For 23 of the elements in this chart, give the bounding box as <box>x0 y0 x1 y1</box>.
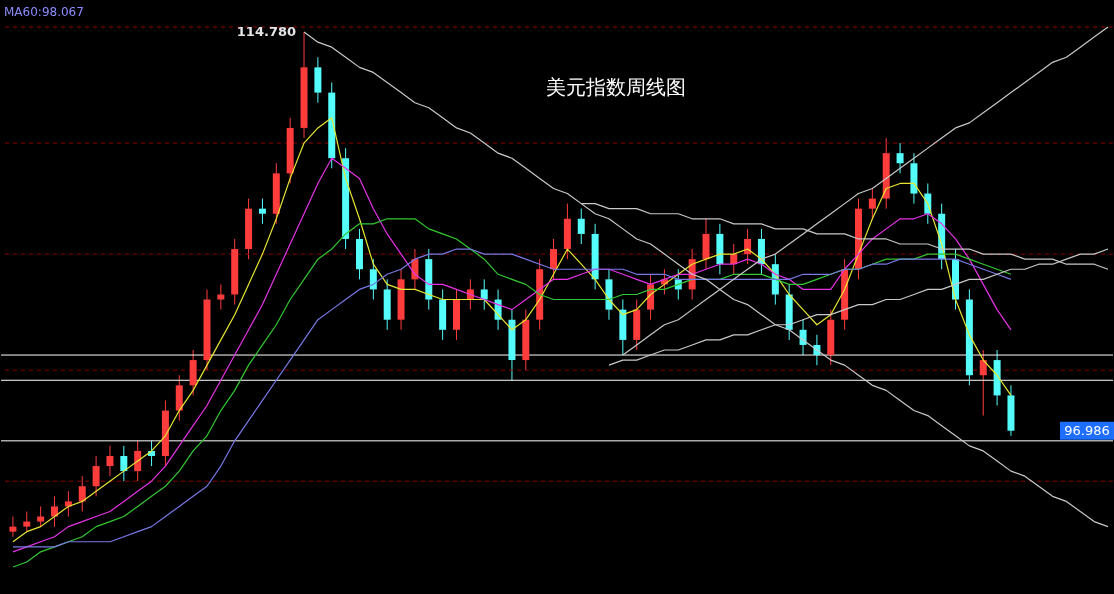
candlestick <box>979 349 987 417</box>
candlestick <box>23 510 31 533</box>
candlestick <box>868 188 876 220</box>
candlestick <box>134 440 142 482</box>
text: MA60:98.067 <box>4 5 84 19</box>
candlestick <box>120 445 128 482</box>
candlestick <box>9 516 17 538</box>
candlestick <box>217 283 225 311</box>
annotation: 114.780 <box>236 24 297 40</box>
annotation: 96.986 <box>1064 422 1110 438</box>
candlestick <box>64 490 72 518</box>
candlestick <box>106 445 114 477</box>
candlestick <box>550 238 558 280</box>
candlestick <box>78 475 86 512</box>
text: 美元指数周线图 <box>546 75 686 99</box>
candlestick <box>51 495 59 528</box>
candlestick <box>37 505 45 528</box>
candlestick <box>369 258 377 301</box>
candlestick <box>92 455 100 497</box>
candlestick <box>896 142 904 174</box>
candlestick <box>480 278 488 311</box>
candlestick <box>577 208 585 245</box>
candlestick <box>258 198 266 225</box>
